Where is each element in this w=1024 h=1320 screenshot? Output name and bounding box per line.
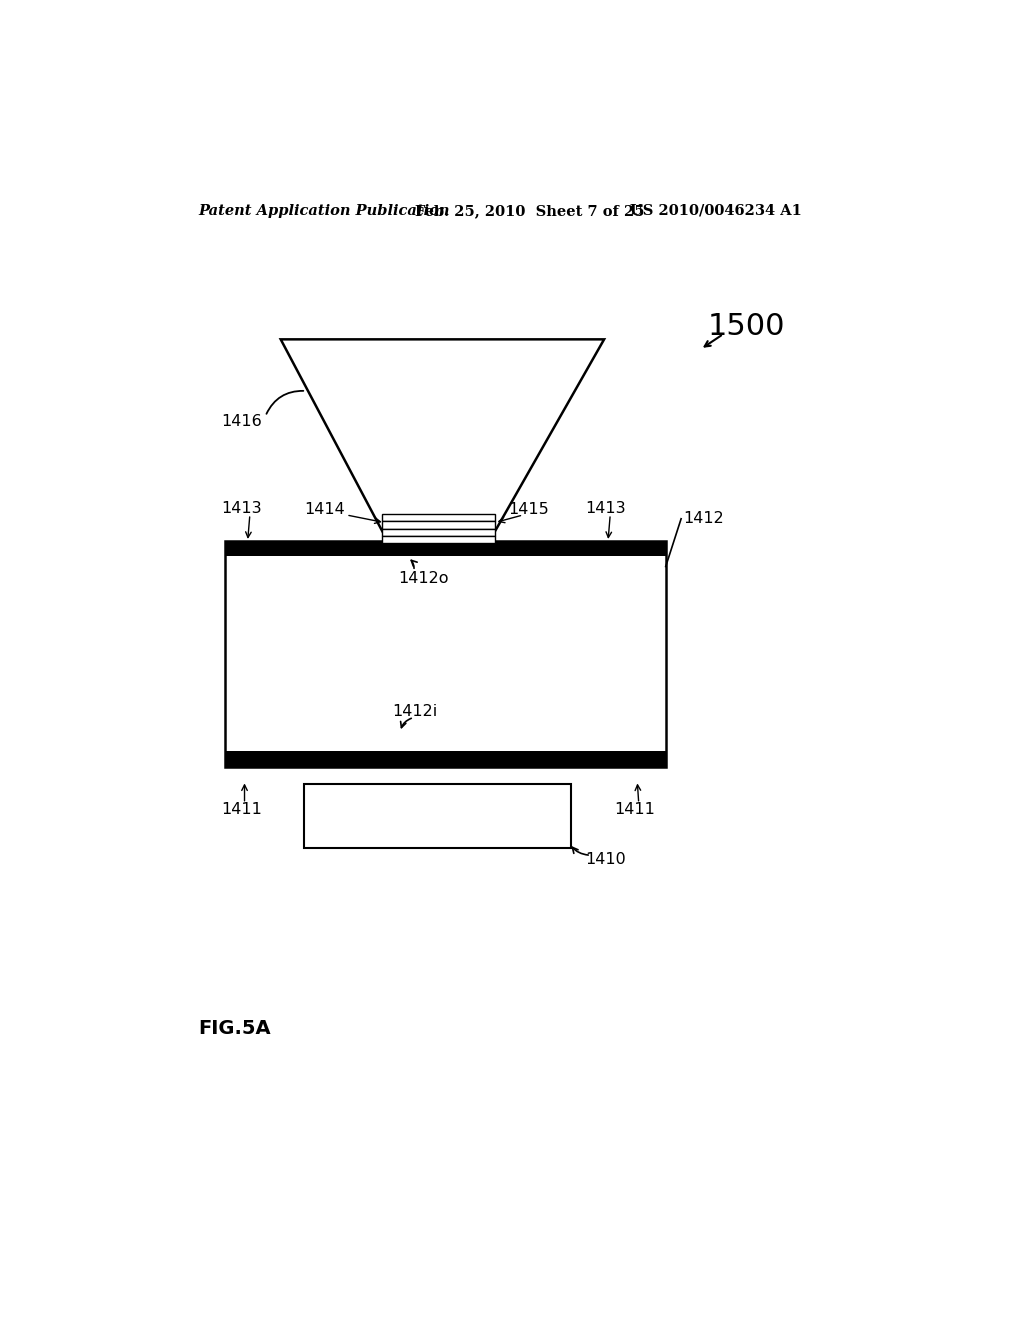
Text: 1412o: 1412o (398, 570, 449, 586)
Text: US 2010/0046234 A1: US 2010/0046234 A1 (630, 203, 802, 218)
Text: Patent Application Publication: Patent Application Publication (199, 203, 450, 218)
Text: 1412i: 1412i (392, 704, 437, 719)
Bar (224, 751, 666, 767)
Text: 1413: 1413 (221, 502, 262, 516)
Text: 1413: 1413 (585, 502, 626, 516)
Bar (382, 536, 495, 544)
Text: 1411: 1411 (614, 801, 655, 817)
Bar (382, 521, 495, 529)
Text: 1414: 1414 (304, 502, 344, 517)
Bar (382, 515, 495, 521)
Text: 1500: 1500 (708, 312, 785, 341)
Polygon shape (281, 339, 604, 536)
Text: 1416: 1416 (221, 414, 262, 429)
Text: 1411: 1411 (221, 801, 262, 817)
Text: 1412: 1412 (683, 511, 724, 527)
Text: 1410: 1410 (585, 851, 626, 867)
Text: Feb. 25, 2010  Sheet 7 of 25: Feb. 25, 2010 Sheet 7 of 25 (416, 203, 645, 218)
Bar (382, 529, 495, 536)
Bar (304, 784, 571, 847)
Text: FIG.5A: FIG.5A (199, 1019, 271, 1038)
Text: 1415: 1415 (508, 502, 549, 517)
Bar (224, 541, 666, 557)
Bar (224, 541, 666, 767)
